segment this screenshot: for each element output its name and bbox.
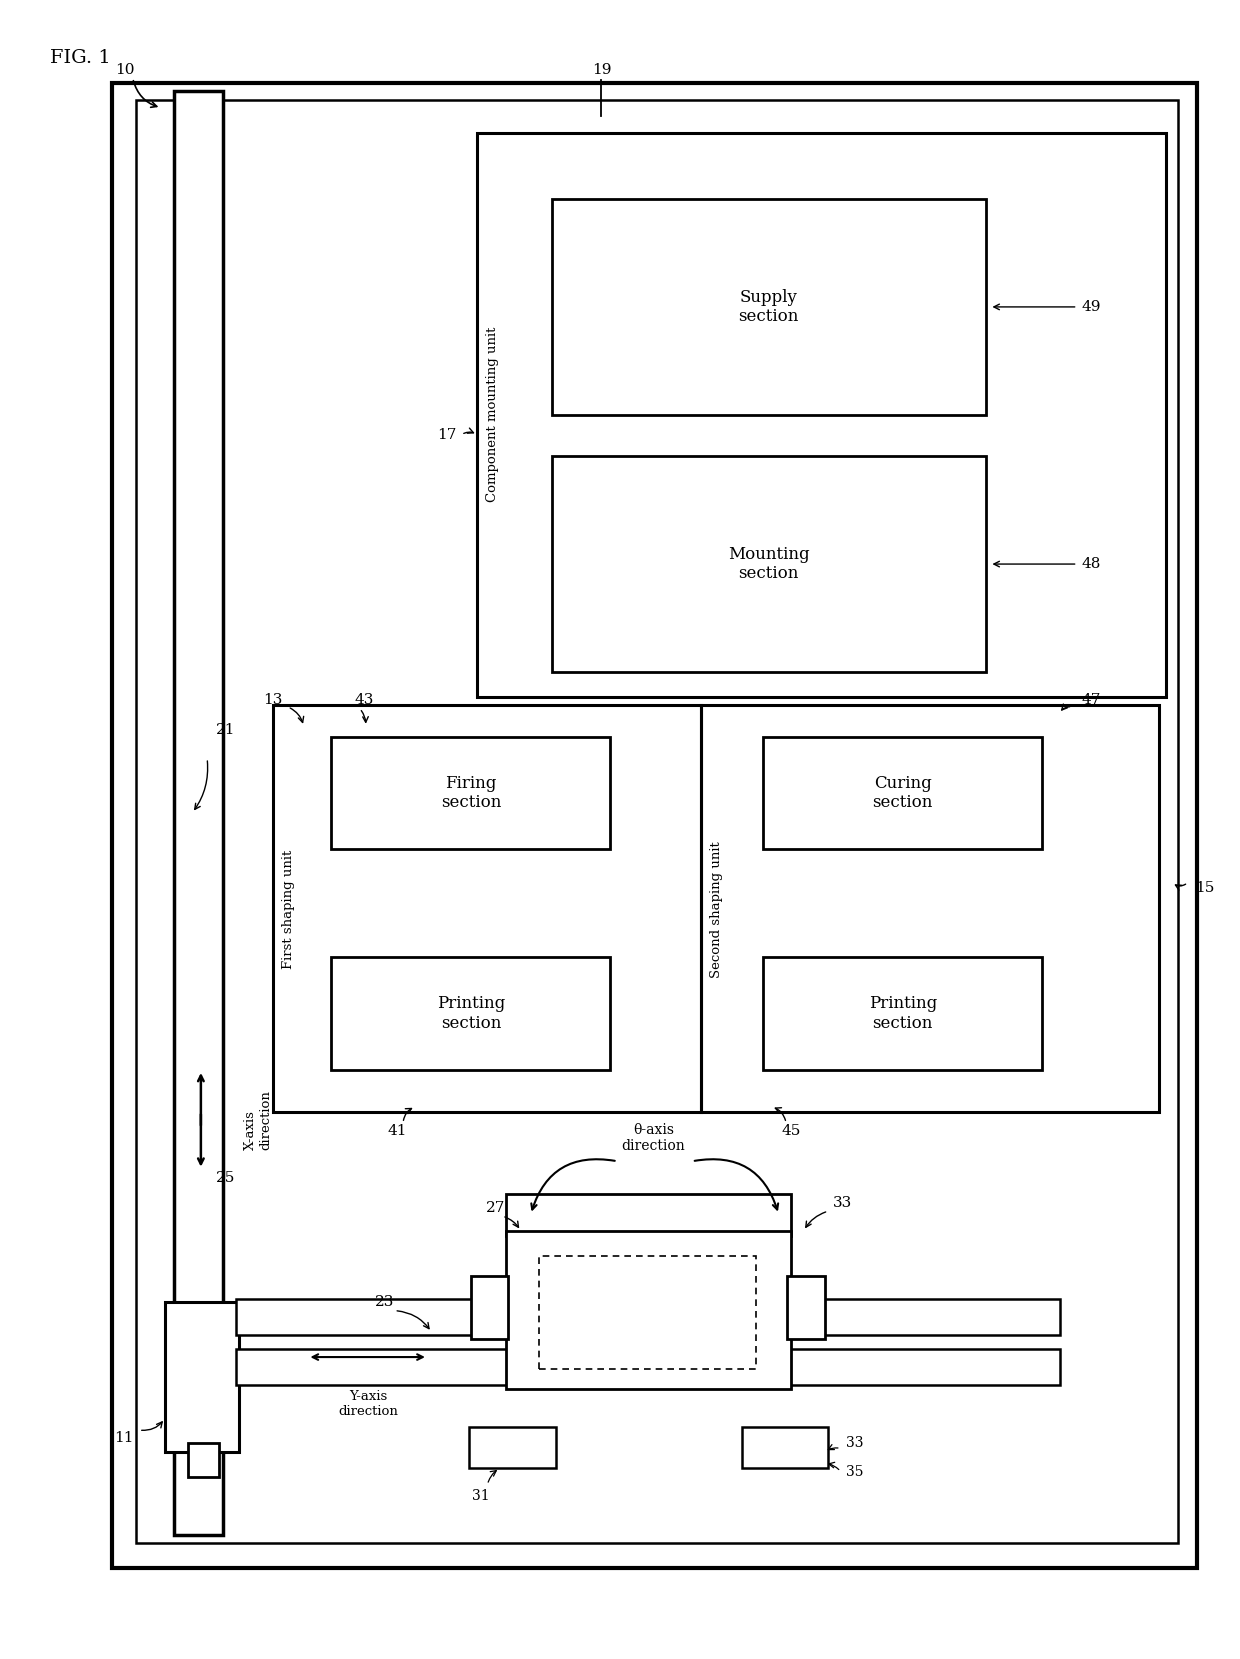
Bar (506, 1231, 791, 1389)
Bar (701, 705, 1159, 1112)
Text: FIG. 1: FIG. 1 (50, 50, 110, 66)
Text: Component mounting unit: Component mounting unit (486, 327, 498, 503)
Text: Second shaping unit: Second shaping unit (711, 841, 723, 977)
Text: 15: 15 (1195, 881, 1215, 894)
Text: 23: 23 (374, 1296, 394, 1309)
Text: 45: 45 (781, 1125, 801, 1138)
Text: 47: 47 (1081, 693, 1101, 707)
Bar (763, 957, 1042, 1070)
Bar (112, 83, 1197, 1568)
Bar (331, 957, 610, 1070)
Bar (273, 705, 701, 1112)
Text: 41: 41 (387, 1125, 407, 1138)
Text: 19: 19 (591, 63, 611, 76)
Text: θ-axis
direction: θ-axis direction (621, 1123, 686, 1153)
Text: 48: 48 (1081, 557, 1101, 571)
Bar (471, 1276, 508, 1339)
Bar (787, 1276, 825, 1339)
Bar (506, 1194, 791, 1236)
Text: Printing
section: Printing section (436, 995, 506, 1032)
Text: Y-axis
direction: Y-axis direction (339, 1390, 398, 1418)
Text: 13: 13 (263, 693, 283, 707)
Text: 49: 49 (1081, 300, 1101, 314)
Text: Firing
section: Firing section (441, 775, 501, 811)
Bar (236, 1299, 1060, 1335)
Text: 33: 33 (833, 1196, 853, 1209)
Bar (136, 100, 1178, 1543)
Bar (188, 1443, 219, 1477)
Bar (236, 1349, 1060, 1385)
Text: 17: 17 (436, 428, 456, 441)
Text: Supply
section: Supply section (739, 289, 799, 325)
Bar (742, 1427, 828, 1468)
Bar (539, 1256, 756, 1369)
Text: 35: 35 (846, 1465, 863, 1478)
Text: 31: 31 (472, 1490, 490, 1503)
Text: 21: 21 (216, 723, 236, 737)
Text: Printing
section: Printing section (868, 995, 937, 1032)
Bar (331, 737, 610, 849)
Text: Curing
section: Curing section (873, 775, 932, 811)
Text: Mounting
section: Mounting section (728, 546, 810, 582)
Text: 10: 10 (115, 63, 135, 76)
Text: X-axis
direction: X-axis direction (244, 1090, 273, 1150)
Text: 25: 25 (216, 1171, 236, 1185)
Bar (552, 199, 986, 415)
Bar (469, 1427, 556, 1468)
Bar (763, 737, 1042, 849)
Text: 33: 33 (846, 1437, 863, 1450)
Bar (477, 133, 1166, 697)
Bar (165, 1302, 239, 1452)
Text: First shaping unit: First shaping unit (283, 849, 295, 969)
Text: 11: 11 (114, 1432, 134, 1445)
Bar (174, 91, 223, 1535)
Bar (552, 456, 986, 672)
Text: 27: 27 (486, 1201, 506, 1214)
Text: 43: 43 (355, 693, 374, 707)
